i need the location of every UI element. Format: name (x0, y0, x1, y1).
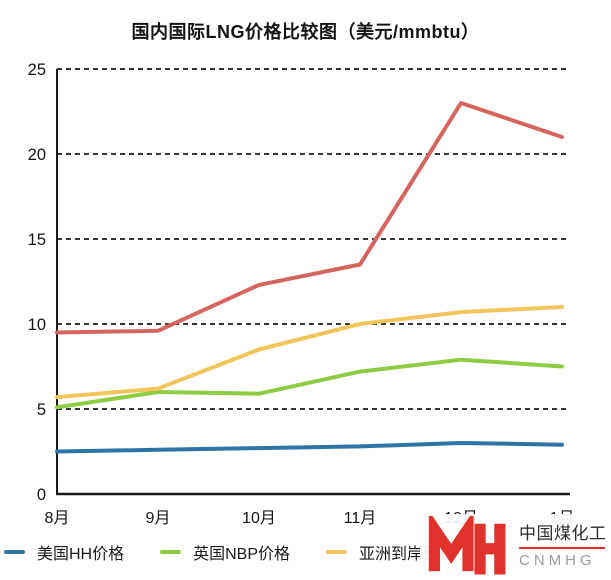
x-tick-label: 10月 (242, 510, 276, 527)
x-tick-label: 8月 (45, 510, 70, 527)
legend-item: 美国HH价格 (4, 540, 124, 564)
watermark-company-name-en: CNMHG (519, 552, 596, 570)
legend-label: 英国NBP价格 (193, 546, 291, 563)
series-line-英国NBP价格 (55, 357, 564, 410)
x-tick-label: 9月 (146, 510, 171, 527)
series-line-unlabeled (55, 101, 564, 335)
cnmhg-watermark: 中国煤化工 CNMHG (420, 514, 611, 580)
legend-label: 美国HH价格 (37, 546, 125, 563)
watermark-divider (519, 547, 605, 550)
chart-title: 国内国际LNG价格比较图（美元/mmbtu） (131, 22, 480, 42)
watermark-text-block: 中国煤化工 CNMHG (519, 524, 607, 570)
legend-dash-icon (326, 550, 348, 554)
x-tick-label: 11月 (344, 510, 377, 527)
y-tick-label: 0 (37, 486, 46, 504)
legend-item: 英国NBP价格 (160, 540, 290, 564)
y-tick-label: 20 (28, 146, 46, 164)
legend-dash-icon (160, 550, 182, 554)
y-tick-label: 10 (28, 316, 46, 334)
y-tick-label: 15 (28, 231, 46, 249)
y-tick-label: 25 (28, 61, 46, 79)
cnmhg-logo-icon (428, 516, 506, 575)
series-line-美国HH价格 (55, 441, 564, 454)
watermark-company-name-zh: 中国煤化工 (519, 524, 607, 544)
y-tick-label: 5 (37, 401, 46, 419)
series-line-亚洲到岸价格 (55, 305, 564, 400)
legend-dash-icon (4, 550, 25, 554)
chart-legend: 美国HH价格 英国NBP价格 亚洲到岸价格 (4, 540, 455, 564)
